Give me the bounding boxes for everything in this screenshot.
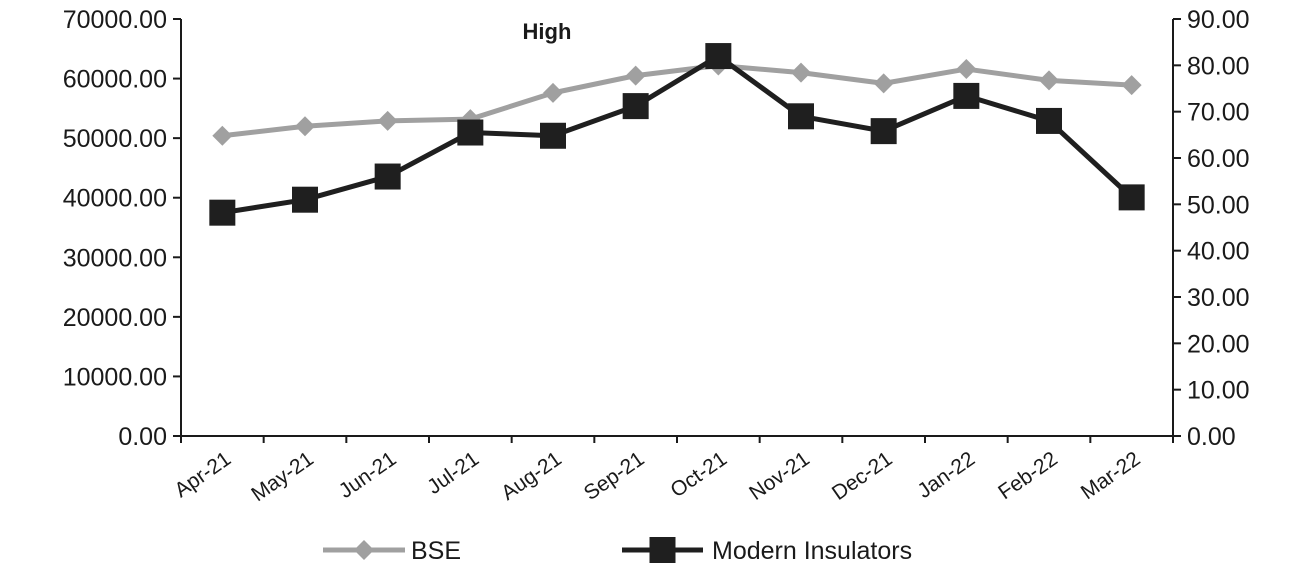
x-tick-label: Aug-21 (497, 447, 566, 505)
bse-point (543, 82, 563, 103)
x-tick-label: Jul-21 (423, 447, 483, 499)
right-tick-label: 10.00 (1187, 377, 1250, 405)
modern-insulators-point (953, 82, 980, 109)
right-tick-label: 40.00 (1187, 238, 1250, 266)
legend: BSE Modern Insulators (323, 537, 912, 565)
right-tick-label: 0.00 (1187, 423, 1236, 451)
series-markers (209, 43, 1145, 226)
modern-insulators-point (1036, 107, 1062, 134)
modern-insulators-point (1118, 184, 1145, 211)
bse-point (625, 65, 646, 86)
x-tick-label: Oct-21 (666, 447, 731, 502)
legend-bse-label: BSE (411, 537, 461, 565)
category-axis-ticks: Apr-21 May-21 Jun-21 Jul-21 Aug-21 Sep-21 Oct-… (170, 436, 1174, 506)
modern-insulators-point (292, 186, 318, 213)
bse-point (295, 116, 315, 137)
modern-insulators-point (870, 118, 897, 145)
right-tick-label: 20.00 (1187, 330, 1250, 358)
left-tick-label: 60000.00 (63, 66, 167, 94)
x-tick-label: Sep-21 (580, 447, 649, 505)
legend-bse-marker (354, 540, 374, 560)
bse-point (791, 62, 811, 83)
x-tick-label: Dec-21 (828, 447, 897, 505)
series-lines (221, 53, 1134, 216)
bse-point (1039, 70, 1059, 91)
left-tick-label: 40000.00 (63, 185, 167, 213)
modern-insulators-point (622, 93, 649, 120)
bse-point (873, 73, 894, 94)
left-tick-label: 0.00 (118, 423, 167, 451)
x-tick-label: May-21 (247, 447, 318, 506)
left-axis-ticks: 0.00 10000.00 20000.00 30000.00 40000.00 5000… (63, 6, 181, 451)
legend-modern-insulators-label: Modern Insulators (712, 537, 912, 565)
x-tick-label: Mar-22 (1077, 447, 1145, 504)
modern-insulators-point (540, 122, 566, 149)
right-tick-label: 70.00 (1187, 99, 1250, 127)
bse-point (1121, 75, 1142, 96)
chart-title: High (523, 19, 572, 44)
right-tick-label: 60.00 (1187, 145, 1250, 173)
left-tick-label: 70000.00 (63, 6, 167, 34)
bse-point (212, 125, 233, 146)
x-tick-label: Feb-22 (994, 447, 1062, 504)
legend-modern-insulators-marker (649, 537, 676, 563)
modern-insulators-line (221, 53, 1134, 216)
modern-insulators-point (374, 163, 401, 190)
left-tick-label: 30000.00 (63, 244, 167, 272)
bse-line (222, 62, 1132, 139)
left-tick-label: 20000.00 (63, 304, 167, 332)
right-tick-label: 30.00 (1187, 284, 1250, 312)
right-tick-label: 50.00 (1187, 191, 1250, 219)
x-tick-label: Nov-21 (745, 447, 814, 505)
x-tick-label: Apr-21 (170, 447, 235, 502)
right-tick-label: 80.00 (1187, 52, 1250, 80)
modern-insulators-point (705, 43, 732, 70)
modern-insulators-point (457, 119, 484, 146)
x-tick-label: Jun-21 (335, 447, 401, 503)
x-tick-label: Jan-22 (913, 447, 979, 503)
bse-point (956, 59, 977, 80)
right-axis-ticks: 0.00 10.00 20.00 30.00 40.00 50.00 60.00 70.00 8… (1173, 6, 1250, 451)
left-tick-label: 10000.00 (63, 363, 167, 391)
bse-point (377, 110, 398, 131)
modern-insulators-point (209, 199, 236, 226)
right-tick-label: 90.00 (1187, 6, 1250, 34)
left-tick-label: 50000.00 (63, 125, 167, 153)
modern-insulators-point (788, 103, 814, 130)
